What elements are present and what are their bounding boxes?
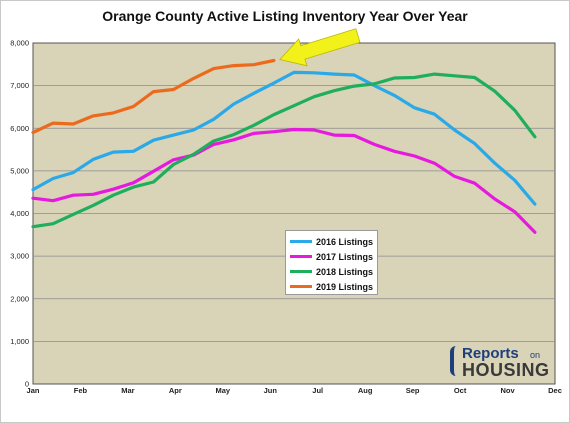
- logo-text-housing: HOUSING: [462, 360, 550, 380]
- logo-text-on: on: [530, 350, 541, 360]
- x-tick-label: Oct: [454, 386, 467, 395]
- series-line-4: [31, 58, 276, 135]
- x-tick-label: Feb: [74, 386, 88, 395]
- y-tick-label: 2,000: [10, 294, 29, 303]
- y-tick-label: 1,000: [10, 337, 29, 346]
- y-tick-label: 0: [25, 380, 29, 389]
- legend-label: 2017 Listings: [315, 251, 374, 262]
- y-tick-label: 7,000: [10, 81, 29, 90]
- x-tick-label: Jun: [264, 386, 278, 395]
- legend-item: 2019 Listings: [290, 279, 373, 294]
- x-tick-label: Dec: [548, 386, 562, 395]
- chart-legend: 2016 Listings 2017 Listings 2018 Listings 2…: [285, 230, 378, 295]
- x-tick-label: Jan: [27, 386, 40, 395]
- x-tick-label: Sep: [406, 386, 420, 395]
- x-tick-label: May: [216, 386, 231, 395]
- x-tick-label: Jul: [312, 386, 323, 395]
- x-tick-label: Aug: [358, 386, 373, 395]
- legend-item: 2018 Listings: [290, 264, 373, 279]
- y-tick-label: 4,000: [10, 209, 29, 218]
- legend-label: 2018 Listings: [315, 266, 374, 277]
- series-line-1: [31, 70, 537, 206]
- y-tick-label: 6,000: [10, 124, 29, 133]
- annotation-arrow-icon: [279, 28, 361, 67]
- legend-swatch: [290, 270, 312, 273]
- logo-text-reports: Reports: [462, 345, 519, 362]
- y-tick-label: 5,000: [10, 166, 29, 175]
- legend-item: 2017 Listings: [290, 249, 373, 264]
- legend-label: 2016 Listings: [315, 236, 374, 247]
- reports-on-housing-logo: Reports on HOUSING: [450, 345, 560, 385]
- series-line-3: [31, 72, 537, 229]
- legend-label: 2019 Listings: [315, 281, 374, 292]
- x-tick-label: Mar: [121, 386, 134, 395]
- legend-swatch: [290, 255, 312, 258]
- y-tick-label: 3,000: [10, 252, 29, 261]
- x-tick-label: Apr: [169, 386, 182, 395]
- legend-swatch: [290, 240, 312, 243]
- x-tick-label: Nov: [500, 386, 515, 395]
- series-line-2: [31, 127, 537, 234]
- legend-swatch: [290, 285, 312, 288]
- legend-item: 2016 Listings: [290, 234, 373, 249]
- logo-mark-icon: [450, 346, 464, 376]
- chart-title: Orange County Active Listing Inventory Y…: [102, 8, 468, 24]
- y-tick-label: 8,000: [10, 39, 29, 48]
